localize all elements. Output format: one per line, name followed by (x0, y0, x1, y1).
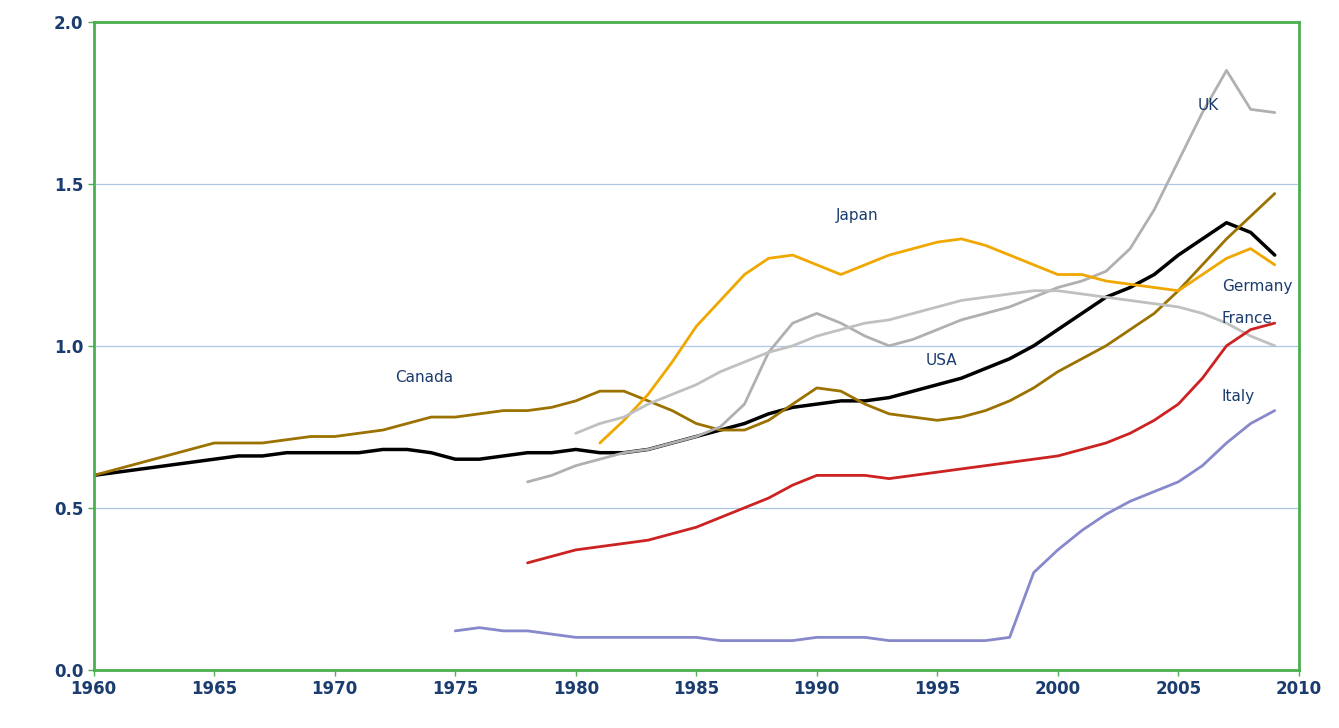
Text: Canada: Canada (395, 370, 453, 384)
Text: Germany: Germany (1221, 279, 1292, 294)
Text: France: France (1221, 312, 1272, 326)
Text: USA: USA (925, 354, 957, 368)
Text: UK: UK (1197, 98, 1218, 113)
Text: Japan: Japan (836, 207, 878, 223)
Text: Italy: Italy (1221, 389, 1255, 404)
